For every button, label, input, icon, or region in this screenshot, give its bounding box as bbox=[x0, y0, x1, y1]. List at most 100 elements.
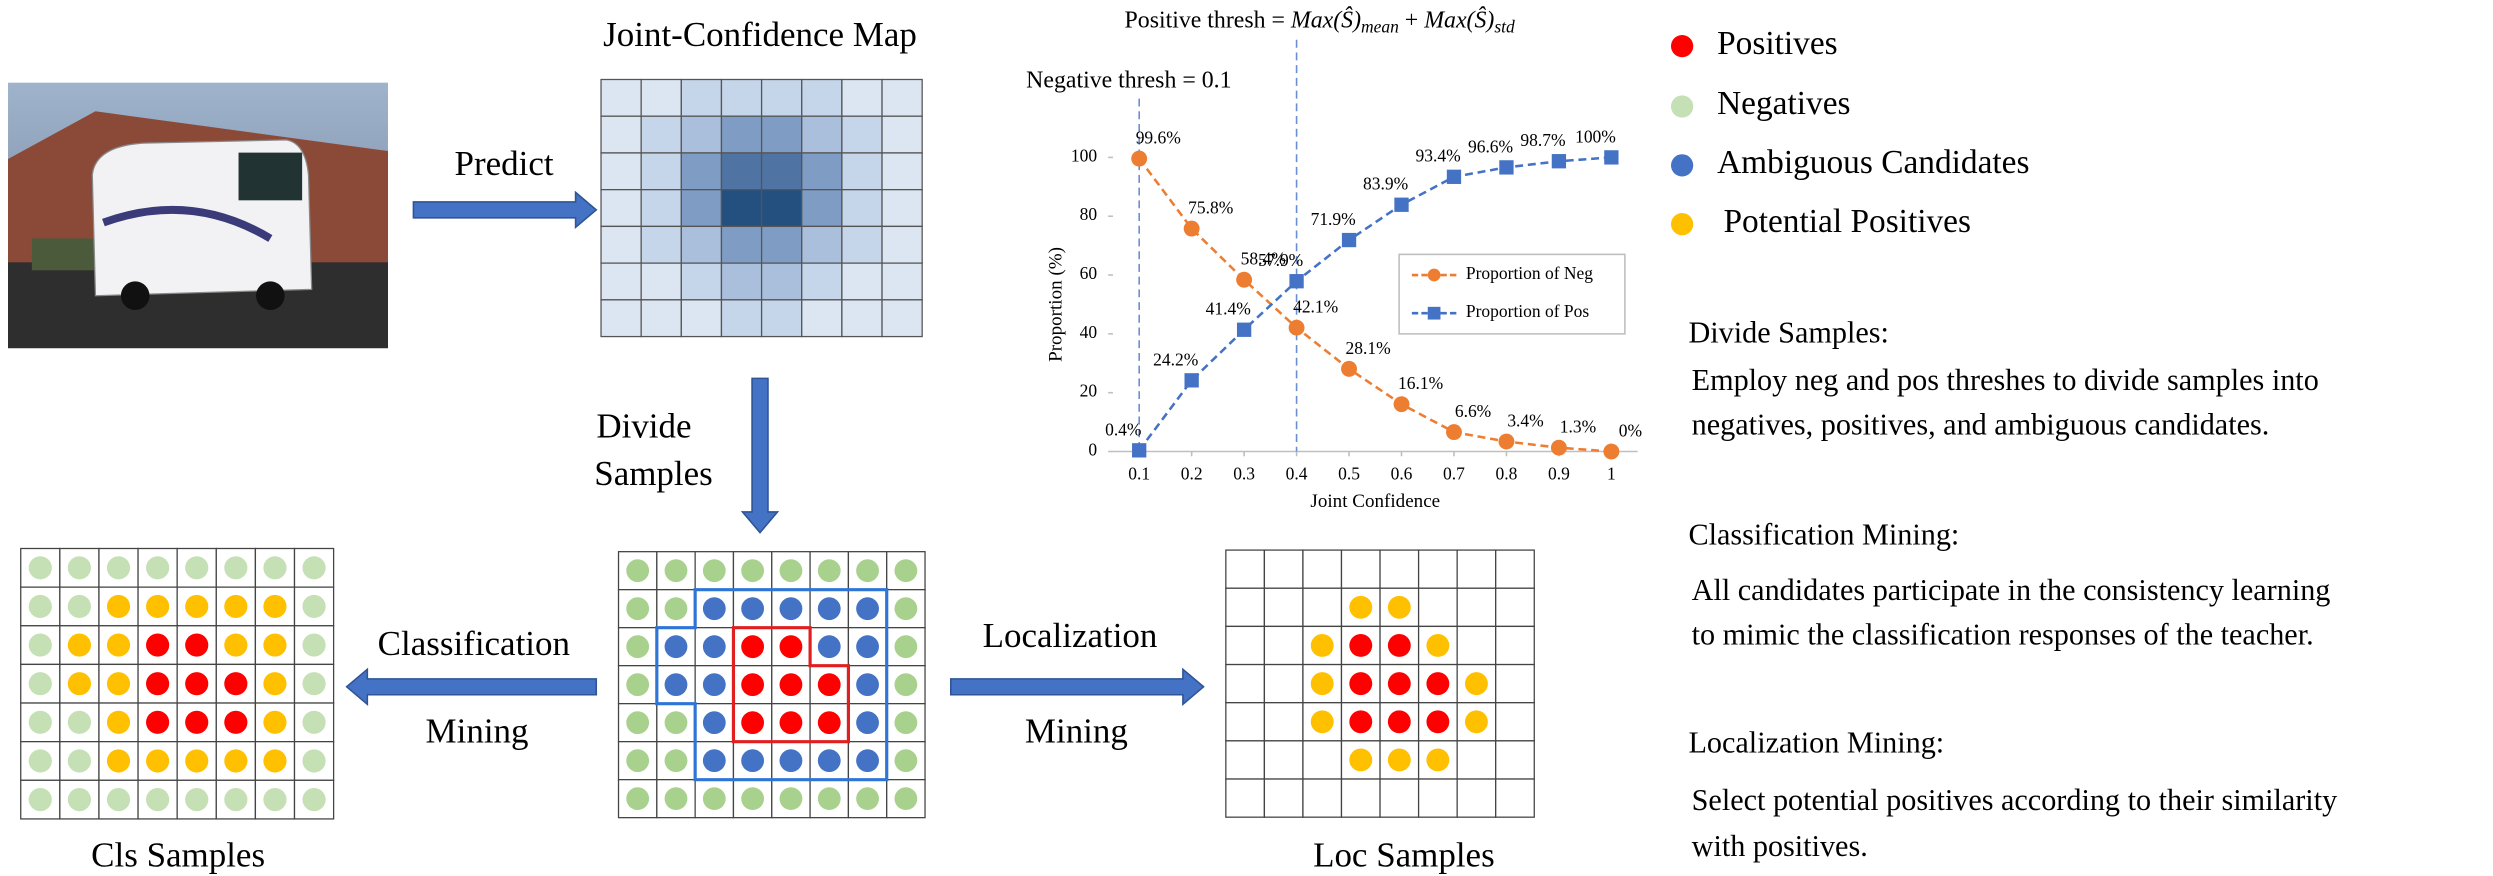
value-label: 93.4% bbox=[1416, 146, 1461, 166]
y-tick-label: 20 bbox=[1080, 381, 1098, 401]
sample-dot bbox=[626, 787, 649, 810]
marker bbox=[1237, 323, 1251, 337]
sample-cell bbox=[1341, 779, 1380, 817]
sample-dot bbox=[894, 787, 917, 810]
map-cell bbox=[882, 79, 922, 116]
sample-dot bbox=[626, 711, 649, 734]
threshold-formula: std bbox=[1494, 17, 1515, 37]
sample-cell bbox=[1226, 779, 1265, 817]
legend-label: Ambiguous Candidates bbox=[1717, 144, 2029, 181]
sample-dot bbox=[68, 556, 91, 579]
sample-cell bbox=[1264, 550, 1303, 588]
threshold-label: Negative thresh = 0.1 bbox=[1026, 68, 1231, 94]
threshold-formula: Max(Ŝ) bbox=[1290, 7, 1361, 34]
sample-dot bbox=[302, 749, 325, 772]
sample-dot bbox=[302, 633, 325, 656]
sample-dot bbox=[665, 673, 688, 696]
legend-label: Negatives bbox=[1717, 85, 1850, 122]
sample-dot bbox=[263, 672, 286, 695]
sample-dot bbox=[1426, 672, 1449, 695]
sample-dot bbox=[302, 711, 325, 734]
sample-dot bbox=[856, 635, 879, 658]
predict-label: Predict bbox=[455, 144, 554, 183]
sample-dot bbox=[1465, 710, 1488, 733]
sample-dot bbox=[703, 559, 726, 582]
value-label: 1.3% bbox=[1560, 417, 1596, 437]
sample-dot bbox=[780, 635, 803, 658]
sample-dot bbox=[1349, 710, 1372, 733]
map-cell bbox=[842, 300, 882, 337]
sample-dot bbox=[1426, 748, 1449, 771]
sample-dot bbox=[894, 635, 917, 658]
marker bbox=[1289, 320, 1305, 336]
sample-dot bbox=[29, 672, 52, 695]
map-cell bbox=[721, 226, 761, 263]
sample-dot bbox=[302, 595, 325, 618]
marker bbox=[1132, 443, 1146, 457]
sample-dot bbox=[1311, 710, 1334, 733]
sample-dot bbox=[1426, 634, 1449, 657]
map-cell bbox=[681, 116, 721, 153]
sample-dot bbox=[741, 787, 764, 810]
y-tick-label: 60 bbox=[1080, 263, 1098, 283]
sample-cell bbox=[1264, 741, 1303, 779]
sample-dot bbox=[818, 749, 841, 772]
sample-dot bbox=[703, 787, 726, 810]
sample-cell bbox=[1264, 588, 1303, 626]
legend-dot bbox=[1671, 35, 1693, 57]
threshold-formula: Max(Ŝ) bbox=[1423, 7, 1494, 34]
sample-cell bbox=[1457, 626, 1496, 664]
legend-label: Positives bbox=[1717, 25, 1838, 62]
sample-dot bbox=[146, 633, 169, 656]
legend-label: Proportion of Neg bbox=[1466, 263, 1593, 283]
y-tick-label: 0 bbox=[1088, 440, 1097, 460]
map-cell bbox=[762, 79, 802, 116]
sample-cell bbox=[1496, 626, 1535, 664]
sample-dot bbox=[29, 788, 52, 811]
chart: 0204060801000.10.20.30.40.50.60.70.80.91… bbox=[1026, 7, 1642, 512]
marker bbox=[1447, 170, 1461, 184]
threshold-formula: mean bbox=[1361, 17, 1399, 37]
legend-marker bbox=[1428, 269, 1441, 282]
map-cell bbox=[681, 190, 721, 227]
sample-dot bbox=[856, 559, 879, 582]
value-label: 0.4% bbox=[1105, 419, 1141, 439]
map-cell bbox=[762, 190, 802, 227]
x-tick-label: 0.4 bbox=[1286, 463, 1308, 483]
note-heading: Classification Mining: bbox=[1688, 517, 1959, 551]
sample-cell bbox=[1496, 550, 1535, 588]
map-cell bbox=[762, 153, 802, 190]
sample-dot bbox=[263, 556, 286, 579]
sample-dot bbox=[29, 556, 52, 579]
sample-cell bbox=[1226, 626, 1265, 664]
sample-dot bbox=[146, 595, 169, 618]
map-cell bbox=[681, 226, 721, 263]
value-label: 41.4% bbox=[1206, 299, 1251, 319]
map-title: Joint-Confidence Map bbox=[603, 15, 917, 54]
map-cell bbox=[882, 300, 922, 337]
sample-dot bbox=[185, 672, 208, 695]
sample-dot bbox=[107, 633, 130, 656]
legend-label: Potential Positives bbox=[1723, 203, 1971, 240]
sample-dot bbox=[703, 673, 726, 696]
figure: 0204060801000.10.20.30.40.50.60.70.80.91… bbox=[0, 0, 2493, 876]
sample-dot bbox=[107, 711, 130, 734]
note-text: All candidates participate in the consis… bbox=[1692, 573, 2331, 607]
sample-dot bbox=[29, 595, 52, 618]
map-cell bbox=[762, 226, 802, 263]
threshold-value: 0.1 bbox=[1202, 68, 1232, 94]
x-tick-label: 0.8 bbox=[1496, 463, 1518, 483]
map-cell bbox=[721, 190, 761, 227]
map-cell bbox=[721, 153, 761, 190]
sample-dot bbox=[68, 595, 91, 618]
sample-cell bbox=[1457, 550, 1496, 588]
map-cell bbox=[842, 153, 882, 190]
y-tick-label: 100 bbox=[1071, 145, 1097, 165]
sample-dot bbox=[780, 673, 803, 696]
sample-dot bbox=[107, 749, 130, 772]
x-axis-label: Joint Confidence bbox=[1310, 491, 1440, 512]
sample-dot bbox=[29, 749, 52, 772]
map-cell bbox=[762, 116, 802, 153]
sample-dot bbox=[1349, 634, 1372, 657]
sample-cell bbox=[1226, 588, 1265, 626]
